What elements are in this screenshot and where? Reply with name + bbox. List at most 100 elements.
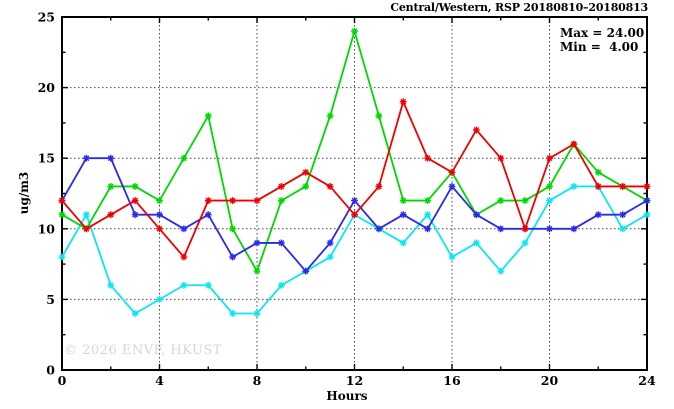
series-cyan-marker	[180, 281, 188, 289]
marker-stroke	[156, 197, 163, 204]
stat-min: Min = 4.00	[560, 39, 639, 54]
stat-max: Max = 24.00	[560, 26, 645, 40]
y-axis-label: ug/m3	[17, 171, 31, 215]
series-red-markers	[58, 98, 651, 261]
series-red	[58, 98, 651, 261]
marker-stroke	[327, 183, 334, 190]
marker-stroke	[180, 282, 187, 289]
series-blue-marker	[82, 154, 90, 162]
series-cyan-marker	[58, 253, 66, 261]
series-blue-marker	[180, 225, 188, 233]
series-red-marker	[180, 253, 188, 261]
series-green-marker	[521, 197, 529, 204]
series-green-marker	[107, 183, 115, 190]
marker-stroke	[473, 211, 480, 218]
series-green-marker	[424, 197, 432, 204]
series-red-marker	[131, 197, 139, 204]
series-blue-marker	[424, 225, 432, 233]
series-cyan-marker	[619, 225, 627, 233]
series-blue-marker	[326, 239, 334, 247]
marker-stroke	[522, 240, 529, 246]
series-green-marker	[253, 267, 261, 275]
marker-stroke	[278, 282, 285, 289]
series-blue-marker	[472, 211, 480, 219]
series-cyan-marker	[131, 310, 139, 317]
series-green-marker	[131, 183, 139, 190]
marker-stroke	[229, 225, 236, 232]
marker-stroke	[107, 183, 114, 190]
marker-stroke	[449, 254, 455, 260]
series-red-marker	[424, 154, 432, 162]
marker-stroke	[619, 183, 626, 190]
marker-stroke	[644, 183, 650, 190]
marker-stroke	[59, 197, 65, 204]
series-green-marker	[58, 211, 66, 219]
marker-stroke	[546, 183, 553, 190]
series-green-line	[61, 27, 648, 274]
series-cyan-marker	[472, 239, 480, 247]
marker-stroke	[644, 197, 650, 204]
marker-stroke	[278, 240, 285, 246]
marker-stroke	[229, 310, 236, 317]
series-cyan-marker	[399, 239, 407, 247]
series-cyan-marker	[253, 310, 261, 317]
marker-stroke	[205, 112, 212, 119]
series-blue-marker	[399, 211, 407, 219]
x-tick-label: 20	[541, 373, 559, 388]
series-red-marker	[594, 183, 602, 190]
marker-stroke	[497, 197, 504, 204]
marker-stroke	[473, 127, 480, 133]
marker-stroke	[595, 169, 602, 176]
marker-stroke	[570, 141, 577, 147]
marker-stroke	[132, 197, 139, 204]
x-tick-label: 0	[58, 373, 67, 388]
series-red-marker	[643, 183, 651, 190]
series-green-marker	[180, 154, 188, 162]
marker-stroke	[375, 225, 382, 232]
marker-stroke	[180, 254, 187, 260]
marker-stroke	[619, 225, 626, 232]
chart-title: Central/Western, RSP 20180810–20180813	[390, 1, 648, 14]
marker-stroke	[132, 211, 139, 218]
x-tick-label: 12	[346, 373, 363, 388]
marker-stroke	[302, 183, 309, 190]
series-red-marker	[399, 98, 407, 106]
series-cyan-marker	[277, 281, 285, 289]
marker-stroke	[180, 225, 187, 232]
series-red-marker	[375, 183, 383, 190]
marker-stroke	[278, 183, 285, 190]
series-red-marker	[82, 225, 90, 233]
x-tick-label: 16	[443, 373, 461, 388]
y-tick-label: 10	[38, 221, 56, 236]
series-red-marker	[351, 211, 358, 219]
series-blue-marker	[131, 211, 139, 219]
marker-stroke	[424, 225, 431, 232]
marker-stroke	[570, 183, 577, 190]
series-green-marker	[204, 112, 212, 120]
marker-stroke	[522, 197, 529, 204]
marker-stroke	[351, 211, 358, 218]
series-blue-marker	[156, 211, 163, 219]
marker-stroke	[546, 197, 553, 204]
marker-stroke	[59, 211, 65, 218]
x-tick-label: 24	[638, 373, 656, 388]
series-blue-marker	[351, 197, 358, 204]
marker-stroke	[107, 211, 114, 218]
series-blue-marker	[570, 225, 578, 233]
series-red-marker	[570, 140, 578, 148]
marker-stroke	[619, 211, 626, 218]
series-blue-marker	[302, 267, 310, 275]
series-green-marker	[351, 27, 358, 35]
marker-stroke	[400, 98, 407, 105]
marker-stroke	[302, 169, 309, 176]
marker-stroke	[83, 211, 90, 218]
marker-stroke	[205, 211, 212, 218]
series-green-marker	[375, 112, 383, 120]
marker-stroke	[497, 225, 504, 232]
marker-stroke	[132, 183, 139, 190]
series-green-marker	[229, 225, 237, 233]
series-red-marker	[546, 154, 553, 162]
marker-stroke	[424, 155, 431, 162]
